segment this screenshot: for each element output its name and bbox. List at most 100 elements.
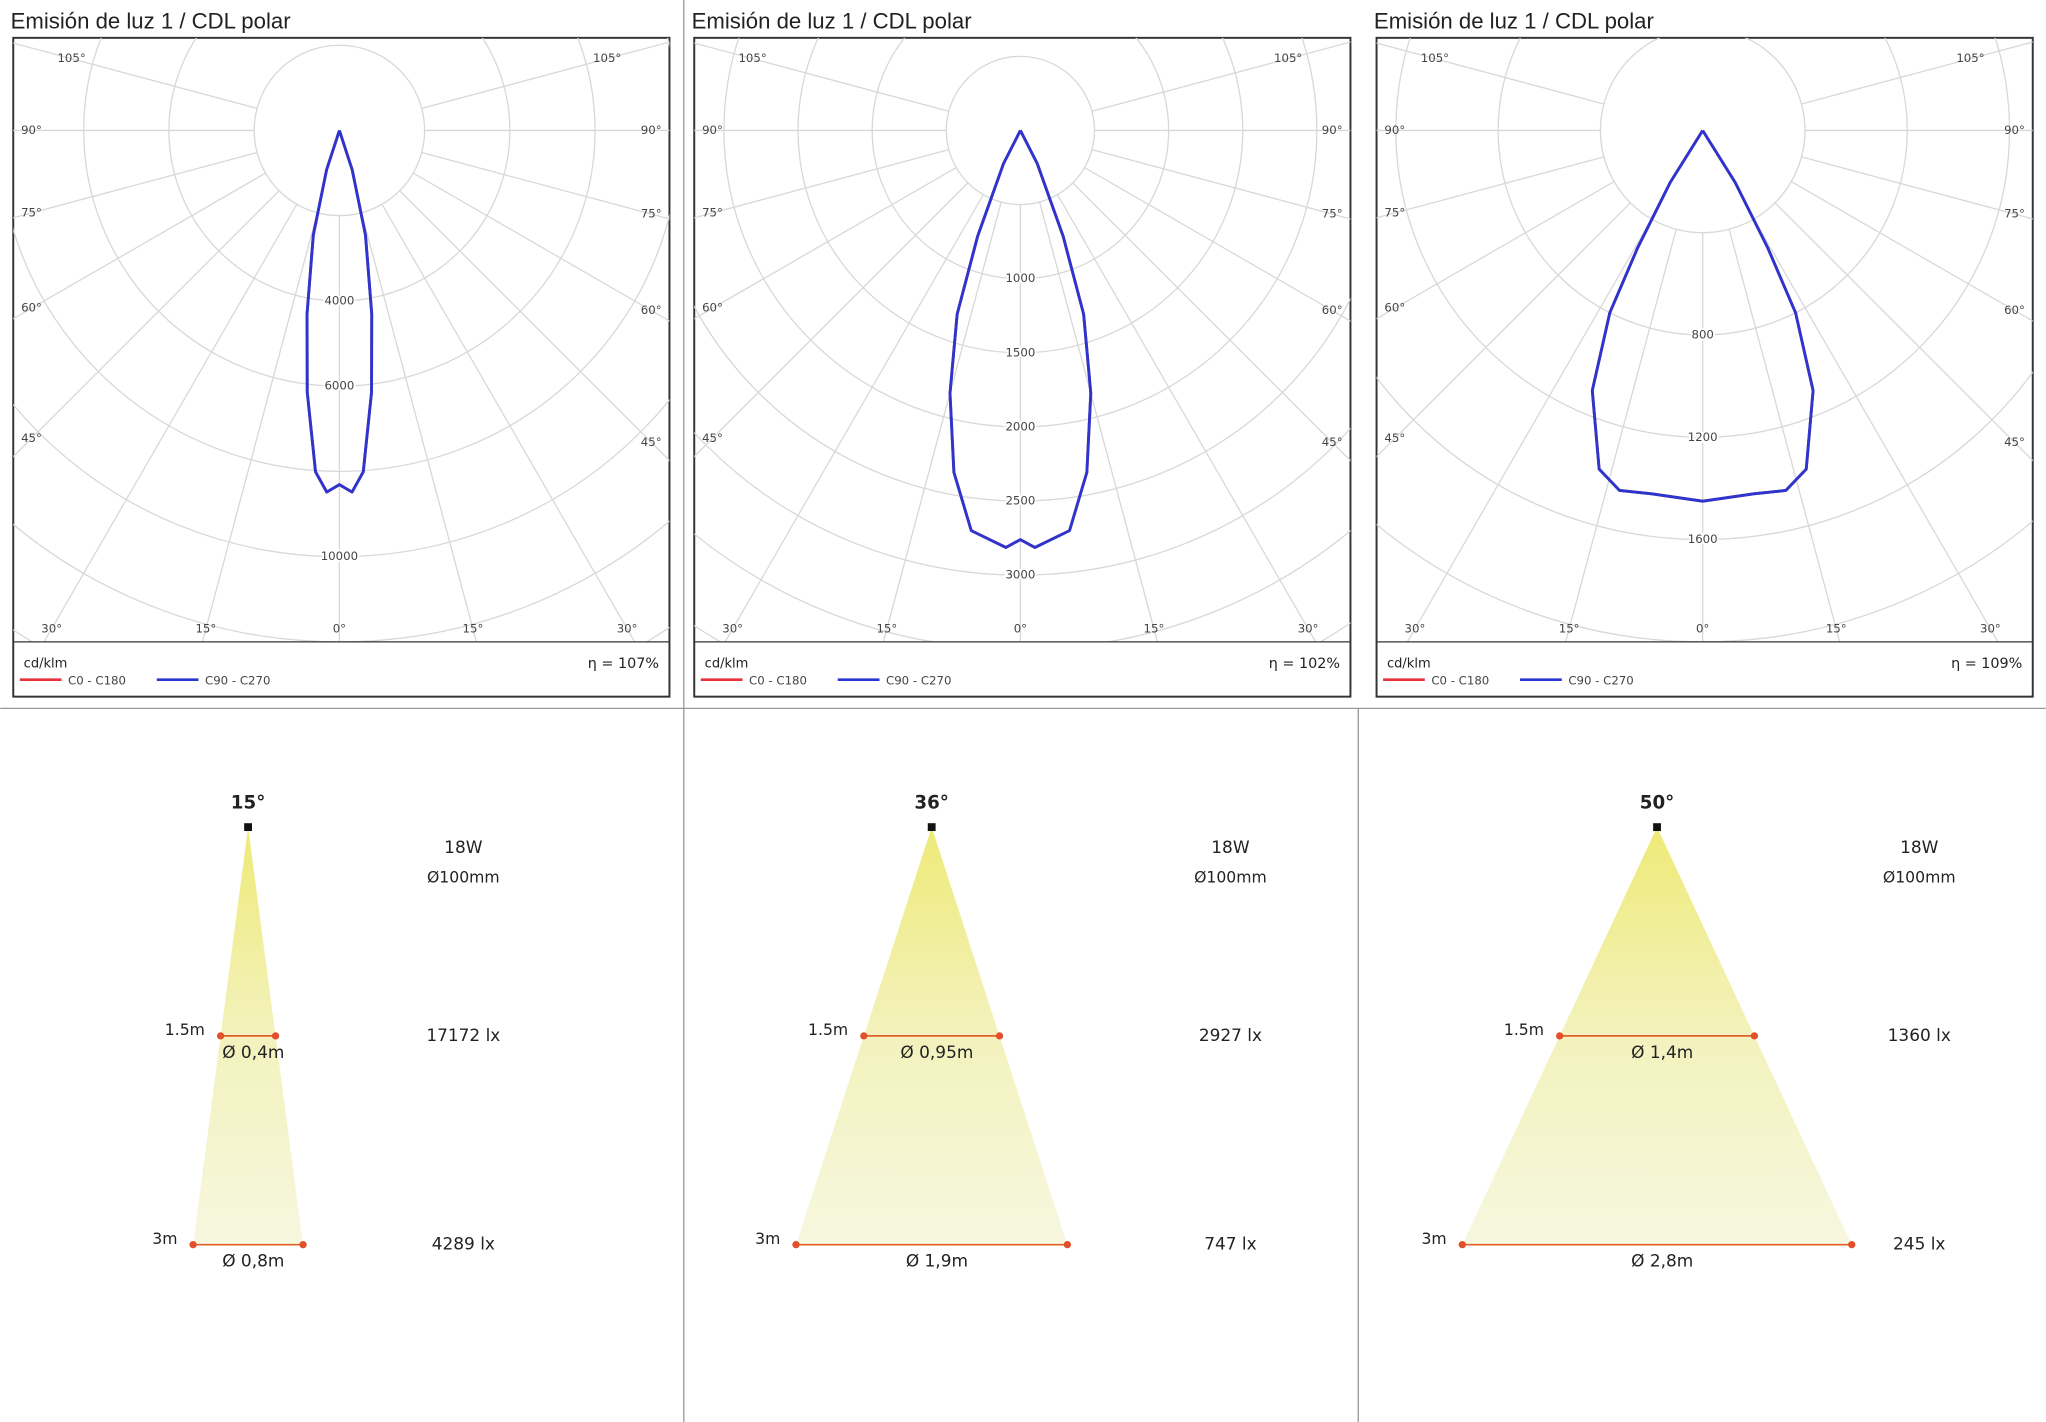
plot-frame: [12, 36, 671, 698]
angle-label: 30°: [1405, 621, 1426, 635]
spot-diameter: Ø 0,4m: [222, 1042, 284, 1062]
spot-diameter: Ø 2,8m: [1631, 1251, 1693, 1271]
grid-ray: [13, 151, 258, 219]
angle-label: 105°: [1274, 51, 1302, 65]
radial-label: 1500: [1005, 345, 1035, 359]
chart-title: Emisión de luz 1 / CDL polar: [1374, 9, 1655, 34]
grid-ray: [421, 151, 670, 220]
height-label: 1.5m: [1504, 1020, 1544, 1039]
luminaire: [244, 823, 252, 832]
angle-label: 60°: [1322, 303, 1343, 317]
height-label: 3m: [755, 1229, 780, 1248]
luminaire: [1653, 823, 1661, 832]
illuminance: 747 lx: [1204, 1234, 1256, 1254]
illuminance: 1360 lx: [1888, 1025, 1951, 1045]
height-label: 1.5m: [165, 1020, 205, 1039]
spot-dot: [792, 1241, 800, 1249]
angle-label: 75°: [21, 205, 42, 219]
grid-ray: [1376, 202, 1631, 458]
illuminance: 4289 lx: [432, 1234, 495, 1254]
angle-label: 60°: [21, 301, 42, 315]
spot-dot: [860, 1032, 868, 1040]
angle-label: 75°: [1384, 205, 1405, 219]
angle-label: 60°: [1384, 301, 1405, 315]
grid-ray: [1072, 182, 1351, 462]
angle-label: 105°: [738, 51, 766, 65]
angle-label: 30°: [722, 621, 743, 635]
illuminance: 2927 lx: [1199, 1025, 1262, 1045]
legend-label: C0 - C180: [1431, 673, 1489, 687]
grid-ray: [1801, 156, 2033, 220]
spot-dot: [995, 1032, 1004, 1040]
grid-ray: [13, 42, 258, 110]
grid-ray: [694, 166, 957, 320]
power: 18W: [1211, 837, 1250, 857]
spot-diameter: Ø 0,8m: [222, 1251, 284, 1271]
grid-ray: [882, 201, 1002, 642]
angle-label: 75°: [2004, 207, 2025, 221]
efficiency: η = 107%: [588, 656, 659, 672]
spot-dot: [1750, 1032, 1759, 1040]
grid-ray: [201, 212, 318, 642]
legend-label: C90 - C270: [205, 673, 270, 687]
angle-label: 90°: [641, 123, 662, 137]
spot-dot: [299, 1241, 307, 1249]
angle-label: 105°: [1956, 51, 1984, 65]
angle-label: 45°: [21, 431, 42, 445]
grid-ray: [1774, 202, 2033, 462]
angle-label: 15°: [876, 621, 897, 635]
housing-diameter: Ø100mm: [427, 867, 500, 886]
radial-label: 6000: [324, 379, 354, 393]
legend-label: C0 - C180: [749, 673, 807, 687]
plot-frame: [693, 36, 1352, 698]
grid-ray: [43, 203, 298, 642]
angle-label: 0°: [1014, 621, 1027, 635]
angle-label: 45°: [1384, 431, 1405, 445]
efficiency: η = 102%: [1269, 656, 1340, 672]
intensity-curve: [948, 129, 1093, 549]
beam-angle: 36°: [914, 793, 949, 814]
housing-diameter: Ø100mm: [1194, 867, 1267, 886]
legend-label: C90 - C270: [1568, 673, 1633, 687]
angle-label: 105°: [1421, 51, 1449, 65]
spot-dot: [1848, 1241, 1856, 1249]
angle-label: 90°: [1322, 123, 1343, 137]
angle-label: 45°: [702, 431, 723, 445]
radial-label: 2500: [1005, 494, 1035, 508]
unit-label: cd/klm: [705, 657, 749, 672]
angle-label: 0°: [333, 621, 346, 635]
grid-ray: [1091, 149, 1351, 220]
grid-ray: [1406, 218, 1653, 642]
grid-ray: [1056, 194, 1317, 642]
angle-label: 75°: [1322, 207, 1343, 221]
angle-label: 0°: [1696, 621, 1709, 635]
plot: [1376, 37, 2033, 642]
angle-label: 45°: [641, 435, 662, 449]
beam-angle: 50°: [1640, 793, 1675, 814]
angle-label: 45°: [1322, 435, 1343, 449]
spot-dot: [1556, 1032, 1564, 1040]
angle-label: 30°: [617, 621, 638, 635]
radial-label: 10000: [321, 549, 358, 563]
grid-ray: [1091, 41, 1351, 112]
angle-label: 60°: [641, 303, 662, 317]
legend-label: C90 - C270: [886, 673, 951, 687]
grid-ray: [412, 172, 670, 322]
spot-dot: [189, 1241, 197, 1249]
spot-diameter: Ø 0,95m: [900, 1042, 973, 1062]
radial-label: 1600: [1688, 532, 1718, 546]
radial-label: 1200: [1688, 430, 1718, 444]
grid-ray: [1801, 41, 2033, 105]
illuminance: 245 lx: [1893, 1234, 1945, 1254]
grid-ray: [1728, 229, 1841, 642]
angle-label: 60°: [702, 301, 723, 315]
angle-label: 15°: [1826, 621, 1847, 635]
grid-ray: [694, 182, 969, 458]
intensity-curve: [305, 130, 374, 494]
angle-label: 90°: [2004, 123, 2025, 137]
angle-label: 105°: [593, 51, 621, 65]
grid-ray: [1038, 201, 1159, 642]
height-label: 3m: [152, 1229, 177, 1248]
